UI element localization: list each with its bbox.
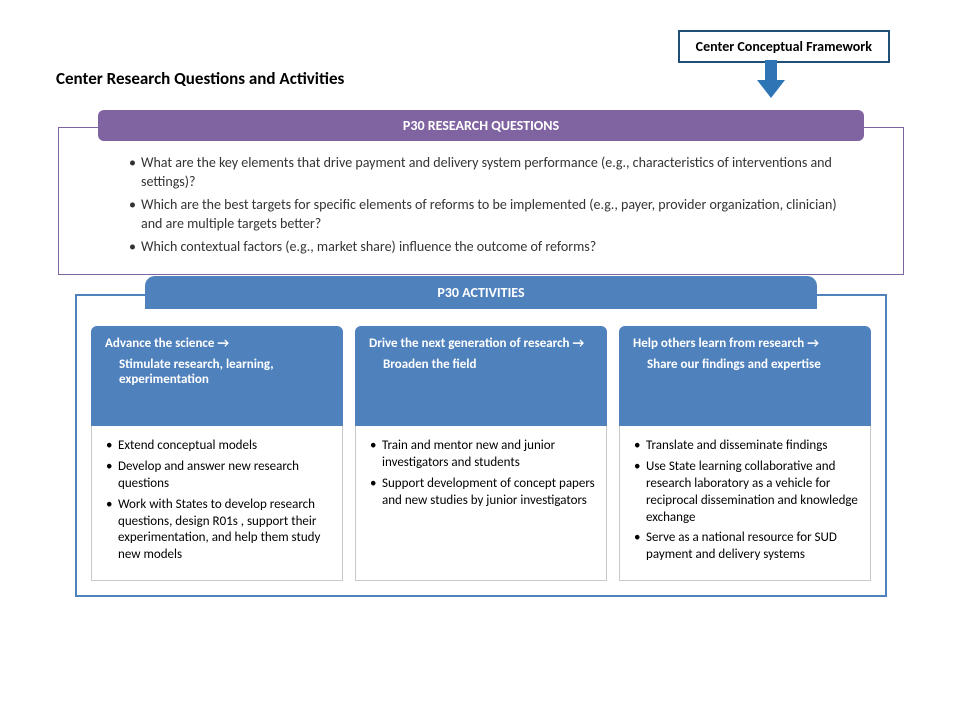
list-item: Serve as a national resource for SUD pay… bbox=[634, 530, 860, 564]
activity-title-text: Drive the next generation of research bbox=[369, 336, 570, 351]
activity-subtitle: Share our findings and expertise bbox=[633, 357, 857, 372]
activity-column-help: Help others learn from research → Share … bbox=[619, 326, 871, 581]
activity-title: Advance the science → bbox=[105, 336, 329, 351]
list-item: Which contextual factors (e.g., market s… bbox=[129, 238, 853, 257]
research-questions-section: P30 RESEARCH QUESTIONS What are the key … bbox=[58, 110, 904, 275]
activity-column-body: Extend conceptual models Develop and ans… bbox=[91, 426, 343, 581]
activity-column-header: Drive the next generation of research → … bbox=[355, 326, 607, 426]
activity-title: Help others learn from research → bbox=[633, 336, 857, 351]
list-item: Use State learning collaborative and res… bbox=[634, 459, 860, 527]
activity-column-header: Advance the science → Stimulate research… bbox=[91, 326, 343, 426]
activity-column-body: Train and mentor new and junior investig… bbox=[355, 426, 607, 581]
research-questions-list: What are the key elements that drive pay… bbox=[59, 148, 903, 256]
list-item: Train and mentor new and junior investig… bbox=[370, 438, 596, 472]
activity-title-text: Help others learn from research bbox=[633, 336, 804, 351]
page-title: Center Research Questions and Activities bbox=[56, 68, 344, 89]
activity-subtitle: Broaden the field bbox=[369, 357, 593, 372]
activities-body: Advance the science → Stimulate research… bbox=[75, 294, 887, 597]
list-item: Work with States to develop research que… bbox=[106, 497, 332, 565]
activity-title-text: Advance the science bbox=[105, 336, 214, 351]
list-item: Support development of concept papers an… bbox=[370, 476, 596, 510]
activity-column-header: Help others learn from research → Share … bbox=[619, 326, 871, 426]
framework-box: Center Conceptual Framework bbox=[678, 30, 890, 63]
activity-title: Drive the next generation of research → bbox=[369, 336, 593, 351]
activity-column-advance: Advance the science → Stimulate research… bbox=[91, 326, 343, 581]
activity-column-body: Translate and disseminate findings Use S… bbox=[619, 426, 871, 581]
activities-section: P30 ACTIVITIES Advance the science → Sti… bbox=[75, 276, 887, 597]
list-item: Which are the best targets for specific … bbox=[129, 196, 853, 234]
arrow-down-head-icon bbox=[757, 80, 785, 98]
list-item: Translate and disseminate findings bbox=[634, 438, 860, 455]
list-item: What are the key elements that drive pay… bbox=[129, 154, 853, 192]
activity-subtitle: Stimulate research, learning, experiment… bbox=[105, 357, 329, 387]
activities-header: P30 ACTIVITIES bbox=[145, 276, 817, 309]
list-item: Develop and answer new research question… bbox=[106, 459, 332, 493]
research-questions-body: What are the key elements that drive pay… bbox=[58, 127, 904, 275]
list-item: Extend conceptual models bbox=[106, 438, 332, 455]
arrow-right-icon: → bbox=[807, 336, 819, 351]
arrow-right-icon: → bbox=[572, 336, 584, 351]
arrow-right-icon: → bbox=[217, 336, 229, 351]
activity-column-drive: Drive the next generation of research → … bbox=[355, 326, 607, 581]
framework-label: Center Conceptual Framework bbox=[696, 38, 872, 55]
arrow-down-icon bbox=[765, 60, 777, 82]
research-questions-header: P30 RESEARCH QUESTIONS bbox=[98, 110, 864, 141]
